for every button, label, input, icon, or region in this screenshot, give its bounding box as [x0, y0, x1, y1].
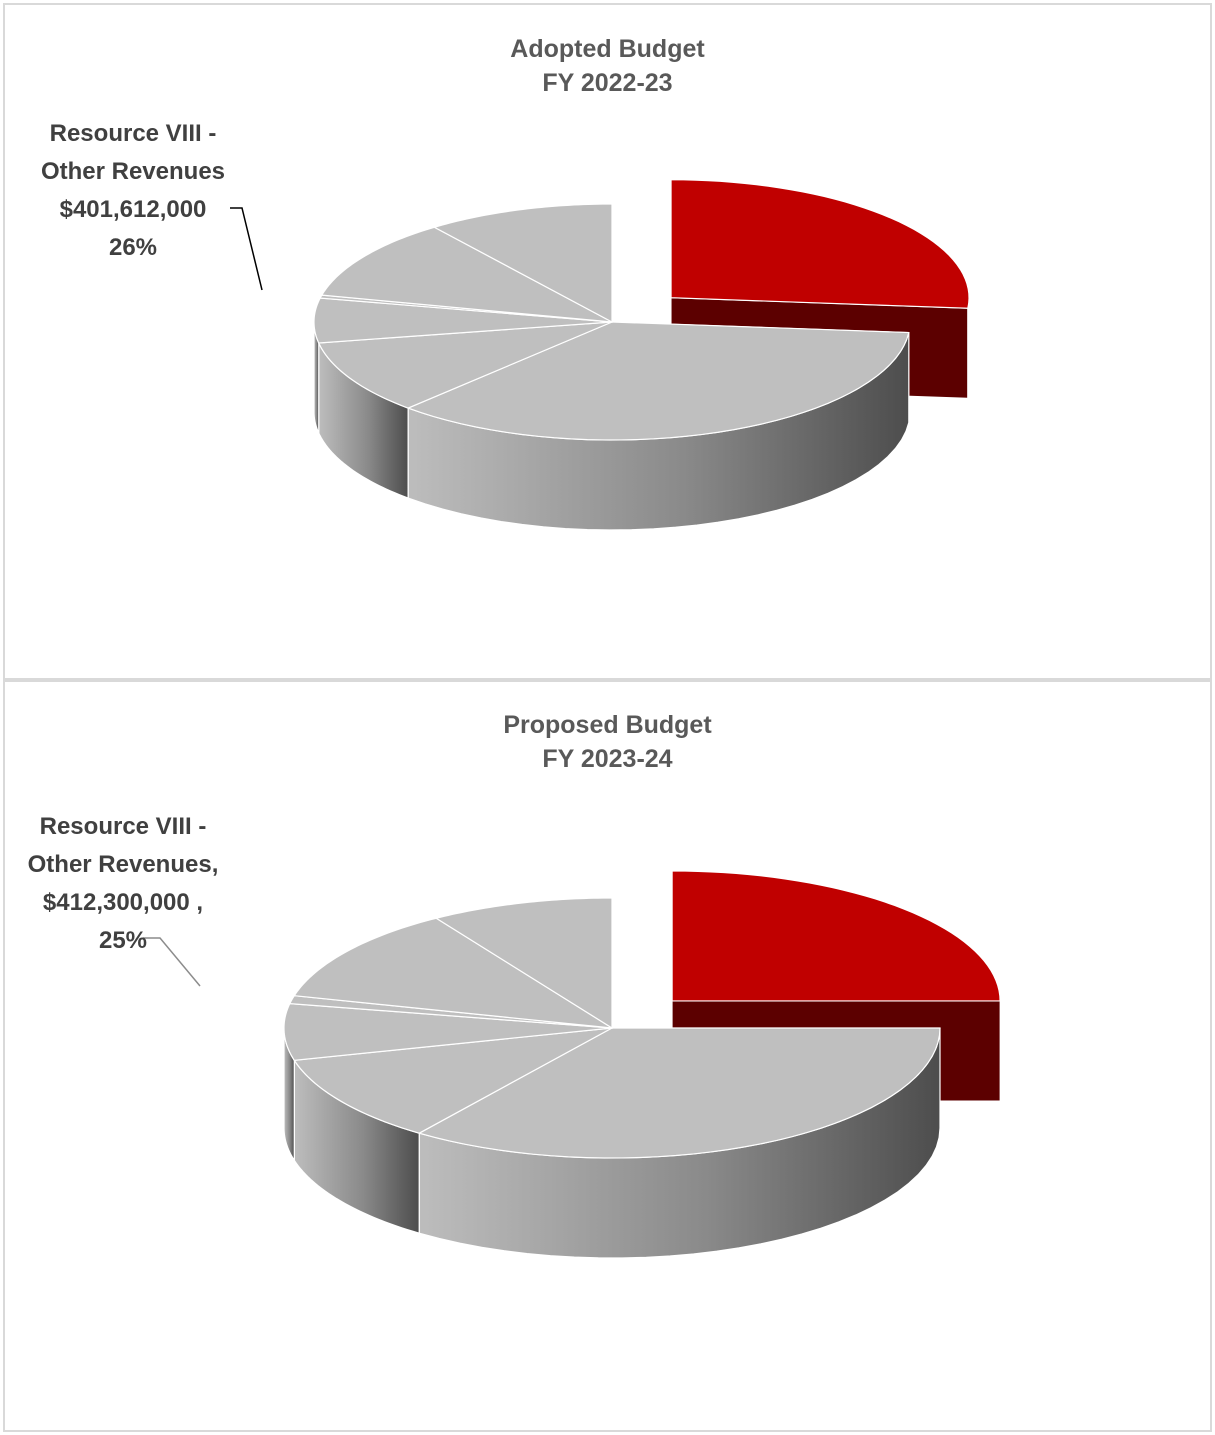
- data-label-line: Other Revenues,: [27, 851, 219, 878]
- pie-slice-other: [313, 297, 613, 344]
- data-label-line: 26%: [108, 234, 158, 261]
- pie-slice-other: [283, 1003, 613, 1061]
- data-label-line: Resource VIII -: [49, 120, 217, 147]
- pie-slice-other: [317, 321, 613, 409]
- chart-subtitle-line: FY 2022-23: [542, 69, 673, 97]
- data-label-resource-viii-proposed: Resource VIII - Other Revenues, $412,300…: [8, 808, 238, 960]
- chart-title-line: Adopted Budget: [510, 35, 705, 63]
- pie-slice-other: [320, 226, 613, 323]
- pie-slice-other: [417, 1027, 941, 1159]
- callout-leader-line: [143, 937, 201, 987]
- data-label-line: Resource VIII -: [39, 813, 207, 840]
- pie-slice-other: [293, 1027, 613, 1134]
- chart-title-adopted: Adopted Budget FY 2022-23: [0, 32, 1215, 100]
- chart-title-line: Proposed Budget: [503, 711, 712, 739]
- pie-slice-resource-viii: [670, 179, 970, 309]
- pie-slice-other: [432, 203, 613, 324]
- pie-slice-other: [434, 897, 613, 1030]
- data-label-line: Other Revenues: [40, 158, 226, 185]
- callout-leader-line: [230, 207, 263, 291]
- chart-title-proposed: Proposed Budget FY 2023-24: [0, 708, 1215, 776]
- chart-subtitle-line: FY 2023-24: [542, 745, 673, 773]
- pie-slice-other: [406, 321, 910, 441]
- data-label-line: $401,612,000: [59, 196, 207, 223]
- data-label-line: 25%: [98, 927, 148, 954]
- data-label-line: $412,300,000 ,: [42, 889, 204, 916]
- data-label-resource-viii-adopted: Resource VIII - Other Revenues $401,612,…: [18, 115, 248, 267]
- slice-side-wall: [967, 297, 970, 399]
- pie-slice-resource-viii: [671, 870, 1001, 1002]
- pie-slice-other: [293, 917, 613, 1029]
